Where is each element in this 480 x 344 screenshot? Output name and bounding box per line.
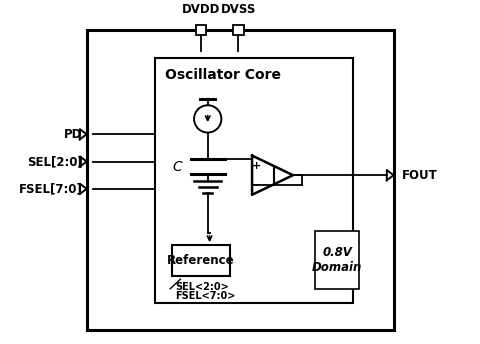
Text: 0.8V
Domain: 0.8V Domain (312, 246, 362, 275)
Text: SEL[2:0]: SEL[2:0] (27, 155, 83, 168)
Text: PD: PD (64, 128, 83, 141)
Text: DVSS: DVSS (221, 3, 256, 16)
Bar (233, 25, 243, 35)
Text: C: C (172, 160, 182, 174)
Bar (172, 245, 230, 276)
Bar (315, 232, 360, 289)
Text: SEL<2:0>: SEL<2:0> (175, 282, 229, 292)
Text: FSEL[7:0]: FSEL[7:0] (19, 182, 83, 195)
Text: −: − (252, 180, 261, 190)
Text: +: + (252, 161, 261, 171)
Bar (155, 57, 353, 303)
Bar (87, 30, 394, 330)
Text: DVDD: DVDD (182, 3, 220, 16)
Bar (196, 25, 206, 35)
Text: FSEL<7:0>: FSEL<7:0> (175, 291, 236, 301)
Text: Reference: Reference (167, 254, 235, 267)
Text: Oscillator Core: Oscillator Core (165, 68, 281, 82)
Text: FOUT: FOUT (402, 169, 438, 182)
